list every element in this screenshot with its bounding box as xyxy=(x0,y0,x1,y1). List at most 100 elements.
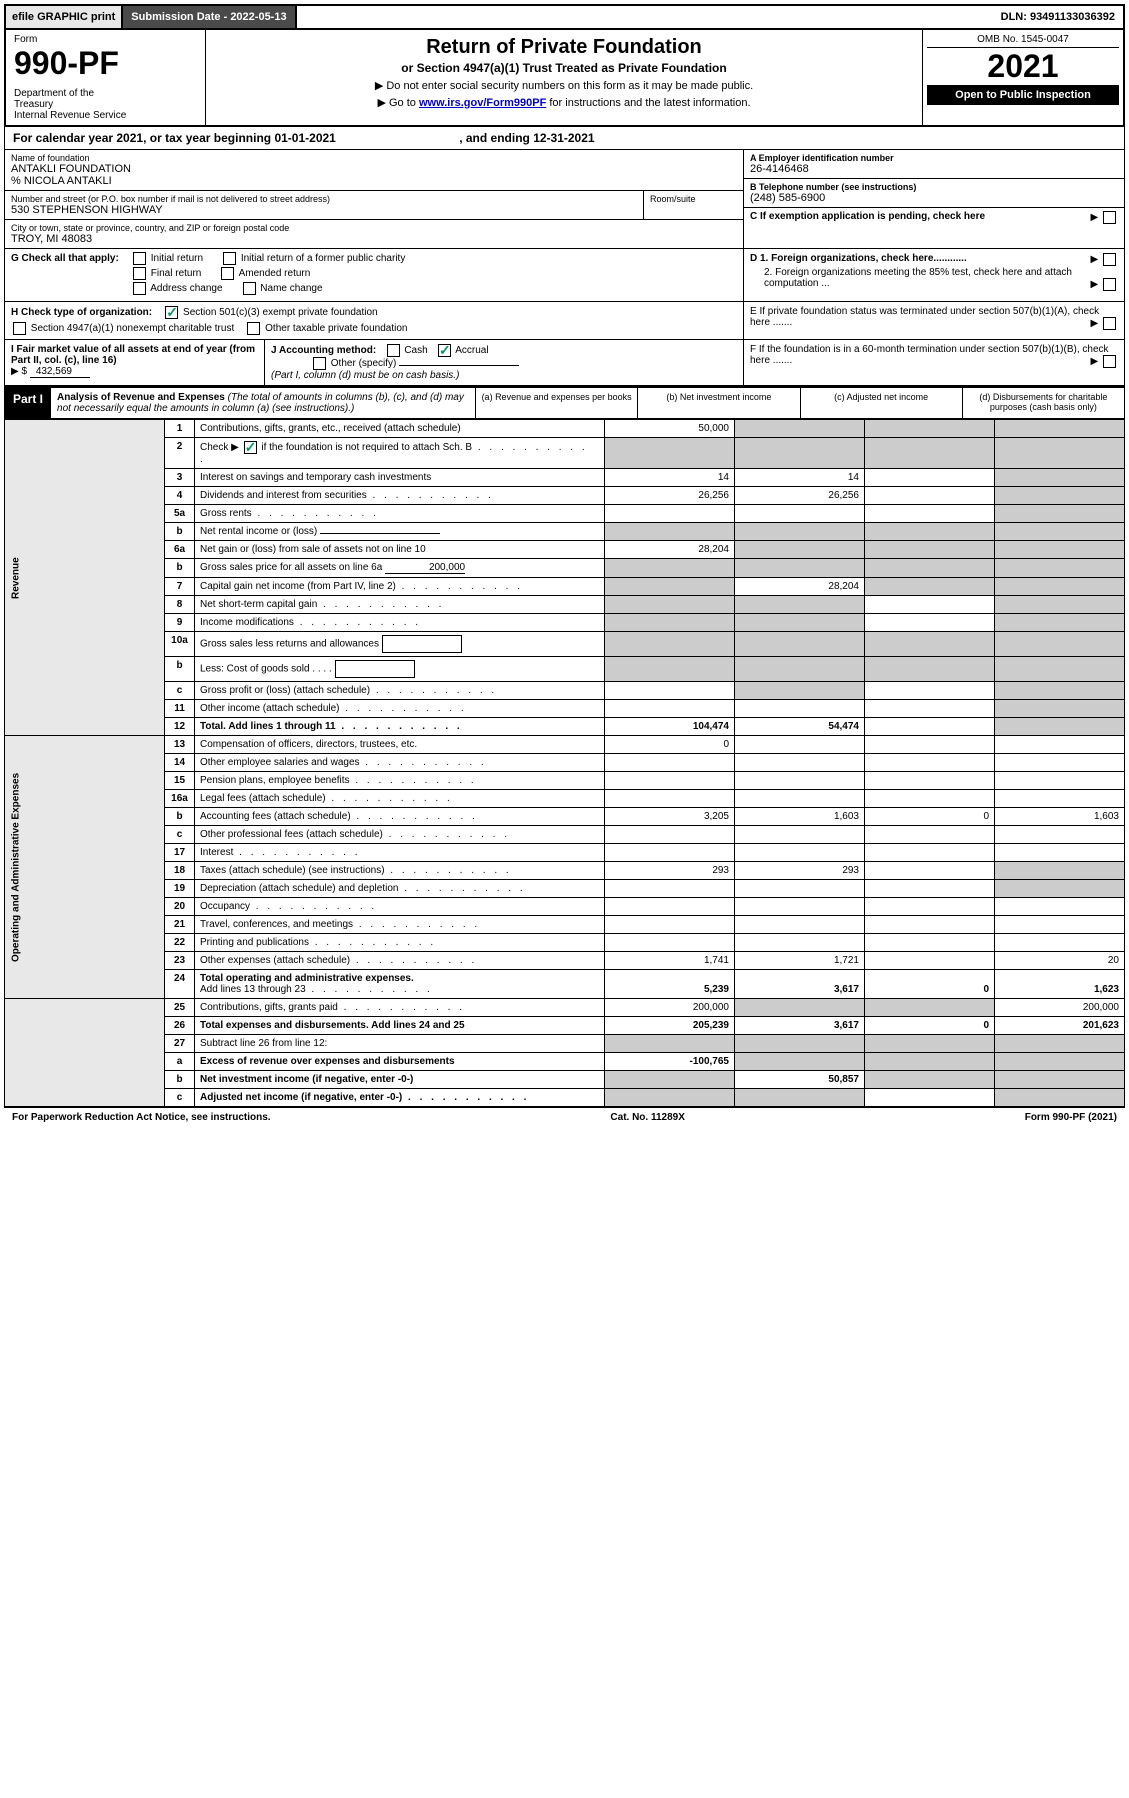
4947-checkbox[interactable] xyxy=(13,322,26,335)
row-4: 4 Dividends and interest from securities… xyxy=(5,487,1125,505)
form-header: Form 990-PF Department of theTreasuryInt… xyxy=(4,30,1125,127)
c-checkbox[interactable] xyxy=(1103,211,1116,224)
r27b-num: b xyxy=(165,1071,195,1089)
r2-c xyxy=(865,438,995,469)
501c3-checkbox[interactable] xyxy=(165,306,178,319)
irs-link[interactable]: www.irs.gov/Form990PF xyxy=(419,97,546,109)
phone-value: (248) 585-6900 xyxy=(750,192,1118,204)
r4-num: 4 xyxy=(165,487,195,505)
row-27a: a Excess of revenue over expenses and di… xyxy=(5,1053,1125,1071)
r10c-c xyxy=(865,682,995,700)
cash-checkbox[interactable] xyxy=(387,344,400,357)
row-1: Revenue 1 Contributions, gifts, grants, … xyxy=(5,420,1125,438)
r16c-a xyxy=(605,826,735,844)
r25-d: 200,000 xyxy=(995,999,1125,1017)
amended-checkbox[interactable] xyxy=(221,267,234,280)
f-section: F If the foundation is in a 60-month ter… xyxy=(744,340,1124,385)
form-title: Return of Private Foundation xyxy=(216,36,912,59)
r5b-b xyxy=(735,523,865,541)
r5b-desc: Net rental income or (loss) xyxy=(195,523,605,541)
r27b-b: 50,857 xyxy=(735,1071,865,1089)
d2-checkbox[interactable] xyxy=(1103,278,1116,291)
r22-desc: Printing and publications xyxy=(195,934,605,952)
r12-num: 12 xyxy=(165,718,195,736)
r1-c xyxy=(865,420,995,438)
r4-a: 26,256 xyxy=(605,487,735,505)
r27b-d xyxy=(995,1071,1125,1089)
4947-label: Section 4947(a)(1) nonexempt charitable … xyxy=(31,323,234,334)
accrual-checkbox[interactable] xyxy=(438,344,451,357)
cal-begin: 01-01-2021 xyxy=(274,131,335,145)
other-method-label: Other (specify) xyxy=(331,358,397,369)
col-headers: (a) Revenue and expenses per books (b) N… xyxy=(475,388,1124,418)
e-checkbox[interactable] xyxy=(1103,317,1116,330)
r24-desc2: Add lines 13 through 23 xyxy=(200,984,306,995)
r5b-c xyxy=(865,523,995,541)
phone-label: B Telephone number (see instructions) xyxy=(750,182,1118,192)
city-cell: City or town, state or province, country… xyxy=(5,220,744,248)
r11-d xyxy=(995,700,1125,718)
care-of: % NICOLA ANTAKLI xyxy=(11,175,737,187)
g-label: G Check all that apply: xyxy=(11,253,119,264)
r5b-a xyxy=(605,523,735,541)
r25-desc-text: Contributions, gifts, grants paid xyxy=(200,1002,338,1013)
row-19: 19 Depreciation (attach schedule) and de… xyxy=(5,880,1125,898)
part1-left: Part I Analysis of Revenue and Expenses … xyxy=(5,388,475,418)
row-8: 8 Net short-term capital gain xyxy=(5,596,1125,614)
info-left: Name of foundation ANTAKLI FOUNDATION % … xyxy=(5,150,744,248)
r1-a: 50,000 xyxy=(605,420,735,438)
r17-a xyxy=(605,844,735,862)
name-change-checkbox[interactable] xyxy=(243,282,256,295)
other-taxable-checkbox[interactable] xyxy=(247,322,260,335)
r5b-d xyxy=(995,523,1125,541)
initial-former-label: Initial return of a former public charit… xyxy=(241,253,406,264)
r17-desc-text: Interest xyxy=(200,847,233,858)
initial-former-checkbox[interactable] xyxy=(223,252,236,265)
r27-desc: Subtract line 26 from line 12: xyxy=(195,1035,605,1053)
col-a-header: (a) Revenue and expenses per books xyxy=(475,388,637,418)
row-6b: b Gross sales price for all assets on li… xyxy=(5,559,1125,578)
name-label: Name of foundation xyxy=(11,153,737,163)
omb-number: OMB No. 1545-0047 xyxy=(927,34,1119,48)
r10a-desc: Gross sales less returns and allowances xyxy=(195,632,605,657)
initial-checkbox[interactable] xyxy=(133,252,146,265)
r18-b: 293 xyxy=(735,862,865,880)
r24-c: 0 xyxy=(865,970,995,999)
section-ij-f: I Fair market value of all assets at end… xyxy=(4,340,1125,386)
row-15: 15 Pension plans, employee benefits xyxy=(5,772,1125,790)
f-checkbox[interactable] xyxy=(1103,355,1116,368)
r21-desc: Travel, conferences, and meetings xyxy=(195,916,605,934)
r27a-num: a xyxy=(165,1053,195,1071)
cal-end: 12-31-2021 xyxy=(533,131,594,145)
r26-c: 0 xyxy=(865,1017,995,1035)
r9-d xyxy=(995,614,1125,632)
r15-c xyxy=(865,772,995,790)
row-10a: 10a Gross sales less returns and allowan… xyxy=(5,632,1125,657)
r5b-desc-text: Net rental income or (loss) xyxy=(200,526,317,537)
tax-year: 2021 xyxy=(927,48,1119,85)
row-5a: 5a Gross rents xyxy=(5,505,1125,523)
r16b-b: 1,603 xyxy=(735,808,865,826)
i-section: I Fair market value of all assets at end… xyxy=(5,340,265,385)
r4-desc-text: Dividends and interest from securities xyxy=(200,490,367,501)
r20-d xyxy=(995,898,1125,916)
r8-d xyxy=(995,596,1125,614)
r23-desc: Other expenses (attach schedule) xyxy=(195,952,605,970)
other-method-checkbox[interactable] xyxy=(313,357,326,370)
row-27: 27 Subtract line 26 from line 12: xyxy=(5,1035,1125,1053)
c-arrow-box: ▶ xyxy=(1091,211,1118,224)
efile-print-label[interactable]: efile GRAPHIC print xyxy=(6,6,123,28)
r15-desc-text: Pension plans, employee benefits xyxy=(200,775,350,786)
d1-checkbox[interactable] xyxy=(1103,253,1116,266)
r14-d xyxy=(995,754,1125,772)
r14-desc: Other employee salaries and wages xyxy=(195,754,605,772)
r17-desc: Interest xyxy=(195,844,605,862)
r27-d xyxy=(995,1035,1125,1053)
addr-change-checkbox[interactable] xyxy=(133,282,146,295)
r15-b xyxy=(735,772,865,790)
r10c-desc: Gross profit or (loss) (attach schedule) xyxy=(195,682,605,700)
schb-checkbox[interactable] xyxy=(244,441,257,454)
r7-b: 28,204 xyxy=(735,578,865,596)
final-checkbox[interactable] xyxy=(133,267,146,280)
r20-a xyxy=(605,898,735,916)
